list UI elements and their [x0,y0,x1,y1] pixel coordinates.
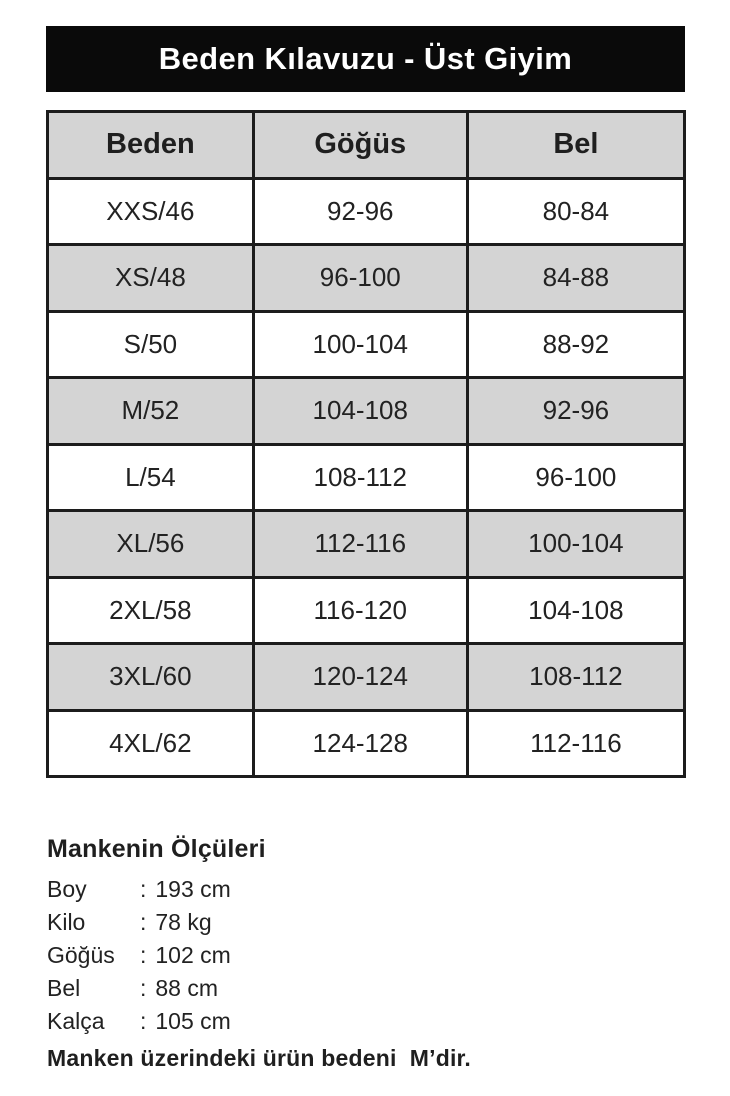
waist-cell: 92-96 [465,376,687,446]
chest-cell: 108-112 [251,442,469,512]
measurement-label: Bel [47,975,81,1001]
waist-cell: 104-108 [465,575,687,645]
size-cell: 2XL/58 [46,575,255,645]
size-cell: XS/48 [46,243,255,313]
chest-cell: 100-104 [251,309,469,379]
size-cell: XXS/46 [46,176,255,246]
size-table: Beden Göğüs Bel XXS/46 92-96 80-84 XS/48… [46,110,687,778]
measurement-row: Bel : 88 cm [47,972,687,1005]
column-header-size: Beden [46,110,255,180]
page-title: Beden Kılavuzu - Üst Giyim [158,41,573,76]
measurement-row: Kalça : 105 cm [47,1005,687,1038]
size-cell: 4XL/62 [46,708,255,778]
measurement-row: Göğüs : 102 cm [47,939,687,972]
measurement-value: 102 cm [155,942,231,968]
model-size-note: Manken üzerindeki ürün bedeni M’dir. [47,1045,472,1071]
waist-cell: 100-104 [465,509,687,579]
table-row: 2XL/58 116-120 104-108 [46,575,687,645]
measurement-row: Boy : 193 cm [47,873,687,906]
table-row: L/54 108-112 96-100 [46,442,687,512]
size-cell: M/52 [46,376,255,446]
measurement-label: Göğüs [47,942,115,968]
size-cell: L/54 [46,442,255,512]
measurement-separator: : [140,975,147,1001]
table-row: XXS/46 92-96 80-84 [46,176,687,246]
chest-cell: 96-100 [251,243,469,313]
measurements-heading: Mankenin Ölçüleri [47,835,266,863]
measurement-label: Kilo [47,909,86,935]
measurement-separator: : [140,942,147,968]
size-cell: XL/56 [46,509,255,579]
measurement-value: 88 cm [155,975,219,1001]
chest-cell: 112-116 [251,509,469,579]
measurement-label: Kalça [47,1008,105,1034]
table-row: M/52 104-108 92-96 [46,376,687,446]
model-measurements-section: Mankenin Ölçüleri Boy : 193 cm Kilo : 78… [47,835,687,1073]
title-bar: Beden Kılavuzu - Üst Giyim [46,26,685,92]
chest-cell: 104-108 [251,376,469,446]
waist-cell: 84-88 [465,243,687,313]
size-cell: 3XL/60 [46,642,255,712]
measurement-separator: : [140,876,147,902]
chest-cell: 120-124 [251,642,469,712]
chest-cell: 124-128 [251,708,469,778]
column-header-waist: Bel [465,110,687,180]
column-header-chest: Göğüs [251,110,469,180]
table-row: XL/56 112-116 100-104 [46,509,687,579]
waist-cell: 88-92 [465,309,687,379]
waist-cell: 80-84 [465,176,687,246]
table-header-row: Beden Göğüs Bel [46,110,687,180]
table-row: 4XL/62 124-128 112-116 [46,708,687,778]
measurement-value: 105 cm [155,1008,231,1034]
table-row: S/50 100-104 88-92 [46,309,687,379]
waist-cell: 108-112 [465,642,687,712]
size-cell: S/50 [46,309,255,379]
chest-cell: 116-120 [251,575,469,645]
measurement-separator: : [140,909,147,935]
measurement-separator: : [140,1008,147,1034]
measurement-value: 193 cm [155,876,231,902]
measurement-row: Kilo : 78 kg [47,906,687,939]
table-row: XS/48 96-100 84-88 [46,243,687,313]
chest-cell: 92-96 [251,176,469,246]
waist-cell: 112-116 [465,708,687,778]
measurement-label: Boy [47,876,87,902]
table-row: 3XL/60 120-124 108-112 [46,642,687,712]
waist-cell: 96-100 [465,442,687,512]
measurement-value: 78 kg [155,909,212,935]
